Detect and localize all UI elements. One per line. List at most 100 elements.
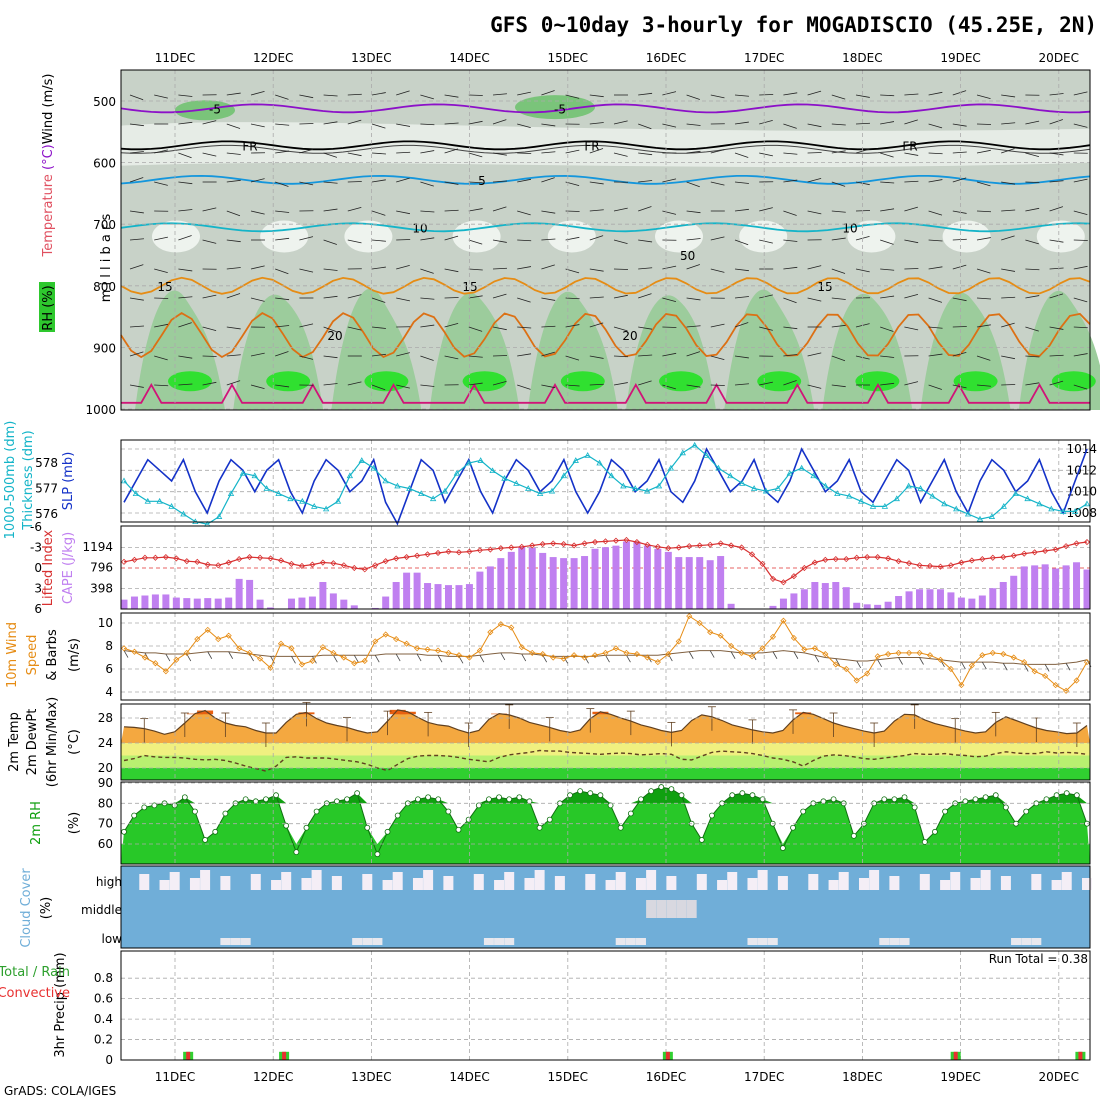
cape-bar <box>162 594 170 609</box>
wind-barb <box>1049 239 1064 243</box>
surface-wind-barb <box>1065 663 1071 671</box>
isotherm-label: 10 <box>842 221 857 235</box>
wind-barb <box>275 351 289 357</box>
thickness-point <box>643 487 651 494</box>
cloud-low-bar <box>1011 938 1022 945</box>
rh-point <box>587 790 594 797</box>
wind-barb <box>613 207 628 212</box>
wind-barb <box>976 149 991 154</box>
cape-bar <box>706 560 714 609</box>
wind-barb <box>710 323 725 328</box>
wind-barb <box>541 238 556 241</box>
li-point <box>895 558 902 565</box>
thickness-point <box>560 472 568 479</box>
wind-speed-point <box>926 652 934 659</box>
rh-point <box>881 796 888 803</box>
li-point <box>759 560 766 567</box>
thickness-point <box>1083 500 1091 507</box>
wind-barb <box>638 326 653 330</box>
li-point <box>916 562 923 569</box>
wind-barb <box>323 208 338 212</box>
wind-barb <box>371 92 386 96</box>
li-point <box>728 542 735 549</box>
rh-point <box>962 798 969 805</box>
wind-barb <box>613 294 628 299</box>
rh-point <box>496 794 502 801</box>
slp-line <box>123 447 1088 526</box>
li-point <box>717 540 724 547</box>
li-point <box>204 561 211 568</box>
wind-barb <box>396 90 410 96</box>
li-point <box>633 538 640 546</box>
wind-barb <box>468 355 483 358</box>
li-point <box>571 542 578 549</box>
cape-bar <box>256 599 264 609</box>
wind-barb <box>396 384 410 389</box>
wind-speed-point <box>382 631 389 638</box>
wind-barb <box>976 355 991 361</box>
wind-barb <box>686 123 701 126</box>
cape-bar <box>769 605 777 609</box>
wind-speed-point <box>728 642 735 650</box>
wind-barb <box>396 177 410 183</box>
li-point <box>885 555 892 562</box>
wind-barb <box>468 208 483 212</box>
wind-barb <box>275 384 290 388</box>
thickness-point <box>1036 500 1043 507</box>
thickness-point <box>632 485 639 491</box>
wind-barb <box>492 326 507 331</box>
wind-speed-point <box>445 649 452 656</box>
wind-barb <box>831 181 846 187</box>
wind-speed-point <box>874 653 881 660</box>
li-point <box>696 542 703 549</box>
wind-barb <box>928 297 943 303</box>
wind-barb <box>492 180 507 183</box>
rh-point <box>820 798 827 805</box>
li-point <box>738 544 745 551</box>
thickness-point <box>1048 505 1055 512</box>
wind-speed-point <box>414 645 421 652</box>
wind-barb <box>541 384 556 389</box>
cloud-low-bar <box>1021 938 1032 945</box>
wind-speed-point <box>832 661 839 668</box>
wind-barb <box>371 239 386 242</box>
li-point <box>361 566 368 573</box>
rh-point <box>384 828 391 835</box>
cape-bar <box>1041 564 1049 609</box>
wind-barb <box>638 293 652 299</box>
rh-point <box>394 812 401 819</box>
wind-barb <box>1049 380 1064 386</box>
cloud-low-bar <box>362 938 373 945</box>
cloud-high-bar <box>504 872 515 890</box>
wind-barb <box>444 355 459 360</box>
rh-point <box>1073 792 1080 799</box>
wind-barb <box>226 326 241 330</box>
cloud-low-bar <box>240 938 251 945</box>
cloud-high-bar <box>301 878 312 890</box>
rh2m-axis-label: 2m RH <box>29 801 44 845</box>
thickness-point <box>144 497 151 504</box>
temp-tick: 20 <box>98 761 113 775</box>
wind-barb <box>1001 94 1016 98</box>
wind-barb <box>1001 268 1016 272</box>
rh2m-unit-label: (%) <box>67 812 82 835</box>
wind-barb <box>662 91 677 96</box>
date-label-top: 14DEC <box>449 51 489 65</box>
surface-wind-barb <box>730 651 736 659</box>
wind-speed-point <box>989 649 996 656</box>
cloud-high-bar <box>554 876 565 890</box>
surface-temp-line <box>121 382 1090 404</box>
wind-barb <box>855 148 870 154</box>
wind-speed-point <box>1073 677 1080 684</box>
wind-barb <box>880 295 895 299</box>
wind-barb <box>589 383 604 386</box>
wind-barb <box>468 295 483 299</box>
date-label-top: 16DEC <box>646 51 686 65</box>
wind-speed-point <box>173 656 180 663</box>
surface-wind-barb <box>605 655 610 663</box>
wind-frame <box>120 612 1091 701</box>
wind-barb <box>226 179 241 183</box>
wind-speed-point <box>591 652 599 659</box>
wind-barb <box>468 152 483 158</box>
wind-barb <box>1001 122 1016 125</box>
